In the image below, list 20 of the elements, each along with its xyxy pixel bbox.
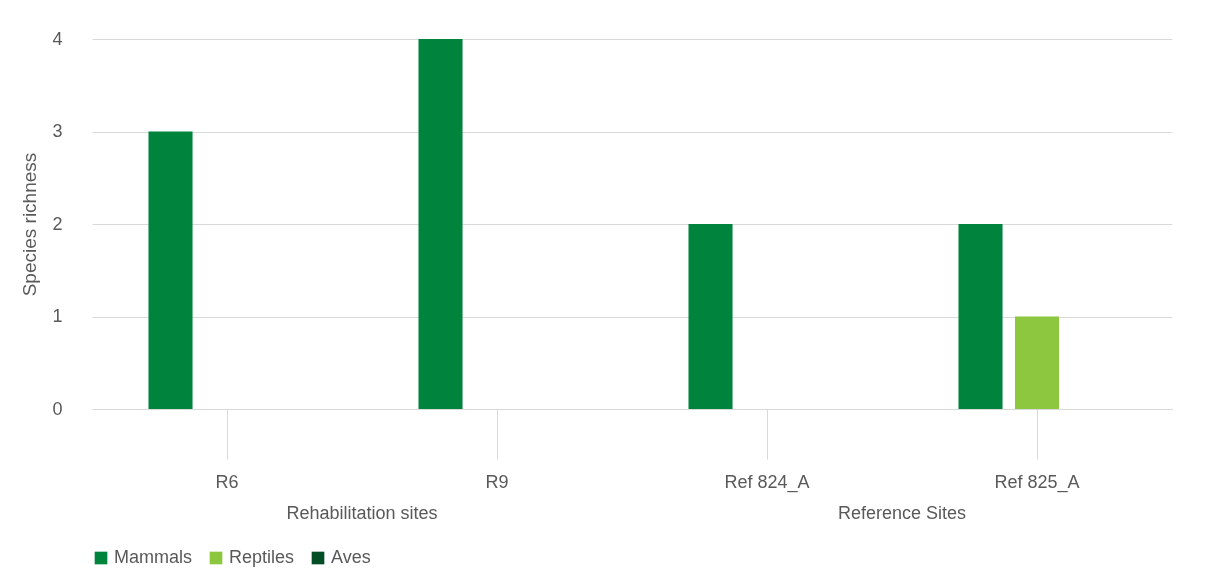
x-tick-label: Ref 824_A — [724, 471, 810, 493]
legend-label: Reptiles — [229, 547, 295, 567]
bar — [148, 131, 193, 409]
y-tick-label: 1 — [52, 306, 63, 326]
bar — [418, 39, 463, 409]
bar — [688, 224, 733, 409]
legend-label: Aves — [331, 547, 371, 567]
text: Reference Sites — [837, 503, 967, 523]
legend-label: Mammals — [114, 547, 193, 567]
x-tick-label: Ref 825_A — [994, 471, 1080, 493]
text: Rehabilitation sites — [286, 503, 438, 523]
y-tick-label: 2 — [52, 213, 63, 234]
x-tick-label: R6 — [215, 471, 239, 492]
x-tick-label: R9 — [485, 471, 509, 492]
y-tick-label: 0 — [52, 398, 63, 419]
y-tick-label: 3 — [52, 121, 63, 141]
bar — [958, 224, 1003, 409]
y-tick-label: 4 — [52, 28, 63, 49]
bar — [1014, 316, 1060, 409]
y-axis-title: Species richness — [19, 152, 41, 297]
